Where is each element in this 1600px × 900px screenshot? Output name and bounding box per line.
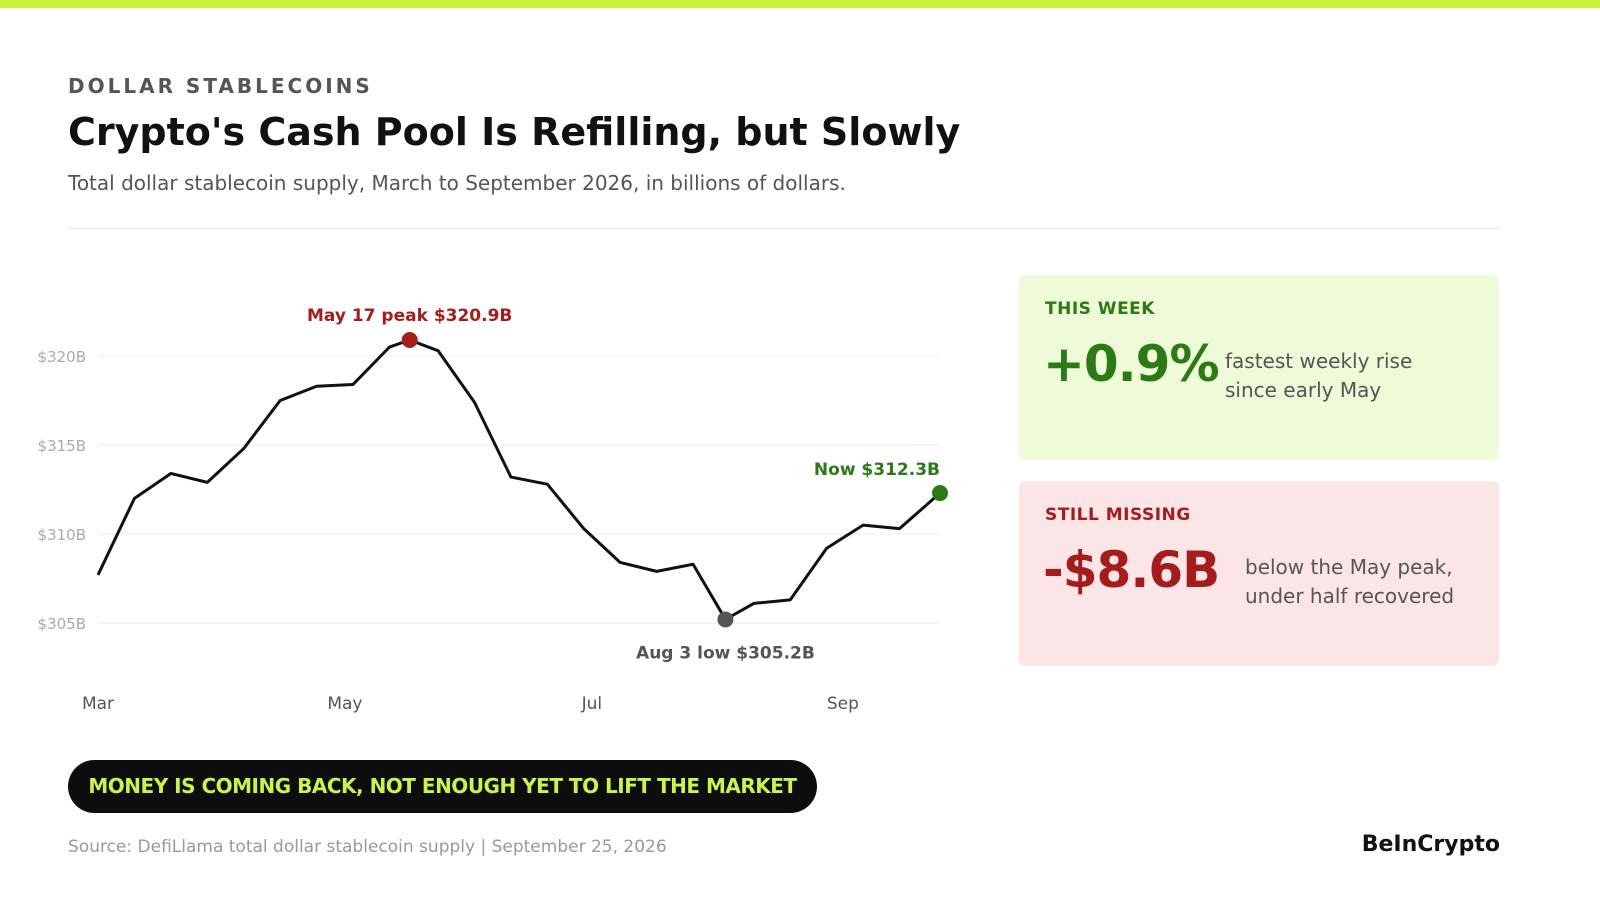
- y-tick-label: $320B: [38, 348, 86, 366]
- card-value: -$8.6B: [1043, 541, 1220, 599]
- line: [96, 338, 941, 621]
- annotation: Aug 3 low $305.2B: [636, 643, 815, 663]
- subtitle: Total dollar stablecoin supply, March to…: [68, 171, 846, 195]
- divider: [68, 228, 1500, 229]
- title: Crypto's Cash Pool Is Refilling, but Slo…: [68, 110, 961, 154]
- annotated-point: [932, 485, 948, 502]
- y-tick-label: $310B: [38, 526, 86, 544]
- top-bar: [0, 0, 1600, 8]
- card-note: below the May peak, under half recovered: [1245, 555, 1455, 608]
- stat-card: STILL MISSING -$8.6B below the May peak,…: [1019, 481, 1499, 666]
- stat-card: THIS WEEK +0.9% fastest weekly rise sinc…: [1019, 275, 1499, 460]
- x-tick-label: Sep: [827, 694, 859, 714]
- card-label: STILL MISSING: [1045, 505, 1191, 525]
- y-tick-label: $315B: [38, 437, 86, 455]
- banner: MONEY IS COMING BACK, NOT ENOUGH YET TO …: [68, 760, 817, 813]
- x-tick-label: Jul: [581, 694, 603, 714]
- chart: $305B $310B $315B $320B Mar May Jul Sep May 17 p…: [38, 306, 948, 714]
- card-note: fastest weekly rise since early May: [1225, 349, 1413, 402]
- annotation: Now $312.3B: [814, 460, 940, 480]
- x-tick-label: May: [327, 694, 362, 714]
- annotation: May 17 peak $320.9B: [307, 306, 512, 326]
- x-tick-label: Mar: [82, 694, 114, 714]
- y-tick-label: $305B: [38, 615, 86, 633]
- annotated-point: [401, 331, 418, 348]
- card-value: +0.9%: [1043, 335, 1220, 393]
- annotated-point: [717, 611, 734, 628]
- kicker: DOLLAR STABLECOINS: [68, 74, 373, 98]
- source: Source: DefiLlama total dollar stablecoi…: [68, 837, 667, 857]
- card-label: THIS WEEK: [1045, 299, 1155, 319]
- brand: BeInCrypto: [1361, 832, 1500, 857]
